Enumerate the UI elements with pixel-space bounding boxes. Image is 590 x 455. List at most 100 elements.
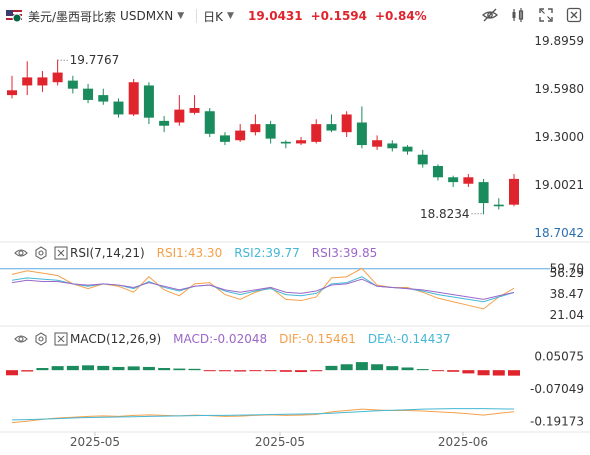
rsi3-label: RSI3:39.85 (311, 246, 378, 260)
candle-body (98, 95, 109, 102)
macd-bar (51, 366, 64, 371)
macd-bar (203, 370, 216, 372)
chevron-down-icon[interactable]: ▼ (227, 11, 234, 21)
candle-body (432, 166, 443, 178)
price-tick-label: 19.0021 (534, 178, 584, 192)
candle-body (128, 82, 139, 115)
close-box-icon[interactable] (54, 332, 68, 346)
candle-body (387, 143, 398, 149)
macd-bar (6, 370, 18, 376)
symbol-name[interactable]: 美元/墨西哥比索 (28, 9, 117, 24)
symbol-code[interactable]: USDMXN (120, 9, 174, 23)
candle-body (159, 120, 170, 126)
candle-body (143, 85, 154, 118)
candle-body (204, 111, 215, 134)
candle-body (52, 72, 63, 83)
candle-body (311, 124, 322, 142)
eye-icon[interactable] (14, 246, 28, 260)
candles-layer (7, 59, 519, 215)
axis-layer: 19.8959 19.5980 19.3000 19.0021 18.7042 19.77… (57, 34, 584, 449)
candle-body (402, 146, 413, 152)
macd-bar (325, 365, 338, 371)
macd-bar (97, 365, 110, 371)
eye-off-icon[interactable] (482, 7, 498, 23)
candle-body (463, 177, 474, 184)
macd-bar (173, 368, 186, 371)
rsi-tick-label: 21.04 (550, 308, 584, 322)
rsi-legend: RSI(7,14,21) RSI1:43.30 RSI2:39.77 RSI3:… (14, 246, 377, 260)
macd-bar (158, 368, 171, 371)
gear-icon[interactable] (34, 246, 48, 260)
macd-bar (508, 370, 520, 376)
rsi-series-line (11, 278, 515, 300)
candle-body (509, 178, 519, 205)
price-change-pct: +0.84% (375, 9, 427, 23)
rsi2-label: RSI2:39.77 (234, 246, 300, 260)
us-mx-flag-icon (6, 10, 22, 23)
macd-bar (36, 368, 49, 371)
candle-body (326, 124, 337, 131)
high-annotation: 19.7767 (70, 53, 120, 67)
macd-bar (234, 370, 247, 372)
rsi-layer (0, 267, 550, 310)
rsi-series-line (11, 267, 515, 310)
candle-body (113, 101, 124, 115)
macd-bar (416, 369, 429, 371)
chevron-down-icon[interactable]: ▼ (177, 11, 185, 21)
dif-label: DIF:-0.15461 (279, 332, 356, 346)
low-annotation: 18.8234 (420, 207, 470, 221)
candle-body (356, 122, 367, 146)
x-tick-label: 2025-05 (70, 435, 120, 449)
rsi-tick-label: 38.47 (550, 287, 584, 301)
candle-body (448, 177, 459, 183)
macd-bar (477, 370, 490, 376)
close-box-icon[interactable] (54, 246, 68, 260)
gear-icon[interactable] (34, 332, 48, 346)
dea-label: DEA:-0.14437 (367, 332, 451, 346)
macd-layer (6, 362, 520, 424)
candle-body (280, 141, 291, 144)
macd-bar (188, 368, 201, 371)
fullscreen-icon[interactable] (538, 7, 554, 23)
price-change: +0.1594 (310, 9, 367, 23)
candle-body (219, 135, 230, 142)
settings-icon[interactable] (566, 7, 582, 23)
macd-bar (447, 370, 460, 372)
macd-bar (279, 370, 292, 372)
chart-type-icon[interactable] (510, 7, 526, 23)
price-tick-label: 19.5980 (534, 82, 584, 96)
macd-bar (264, 370, 277, 372)
macd-label: MACD:-0.02048 (173, 332, 268, 346)
candle-body (189, 108, 200, 113)
candle-body (417, 154, 428, 165)
price-tick-label: 19.3000 (534, 130, 584, 144)
macd-bar (112, 366, 125, 371)
macd-bar (249, 370, 262, 372)
macd-bar (462, 370, 475, 374)
macd-bar (127, 366, 140, 371)
macd-bar (218, 370, 231, 372)
candle-body (37, 77, 48, 86)
candle-body (250, 124, 261, 133)
candle-body (493, 204, 504, 207)
macd-tick-label: -0.07049 (530, 382, 584, 396)
x-tick-label: 2025-05 (255, 435, 305, 449)
rsi-tick-label: 59.70 (550, 262, 584, 276)
rsi-title: RSI(7,14,21) (70, 246, 145, 260)
candle-body (174, 109, 185, 123)
rsi1-label: RSI1:43.30 (156, 246, 223, 260)
candle-body (478, 182, 489, 204)
price-tick-label: 18.7042 (534, 226, 584, 240)
macd-bar (82, 365, 95, 371)
candle-body (341, 114, 352, 133)
x-tick-label: 2025-06 (438, 435, 488, 449)
timeframe-selector[interactable]: 日K (203, 9, 224, 24)
eye-icon[interactable] (14, 332, 28, 346)
rsi-tick-label: 56.29 (550, 266, 584, 280)
macd-bar (401, 367, 414, 371)
macd-bar (431, 370, 444, 372)
toolbar (482, 7, 582, 23)
macd-bar (492, 370, 505, 376)
divider (196, 9, 198, 23)
